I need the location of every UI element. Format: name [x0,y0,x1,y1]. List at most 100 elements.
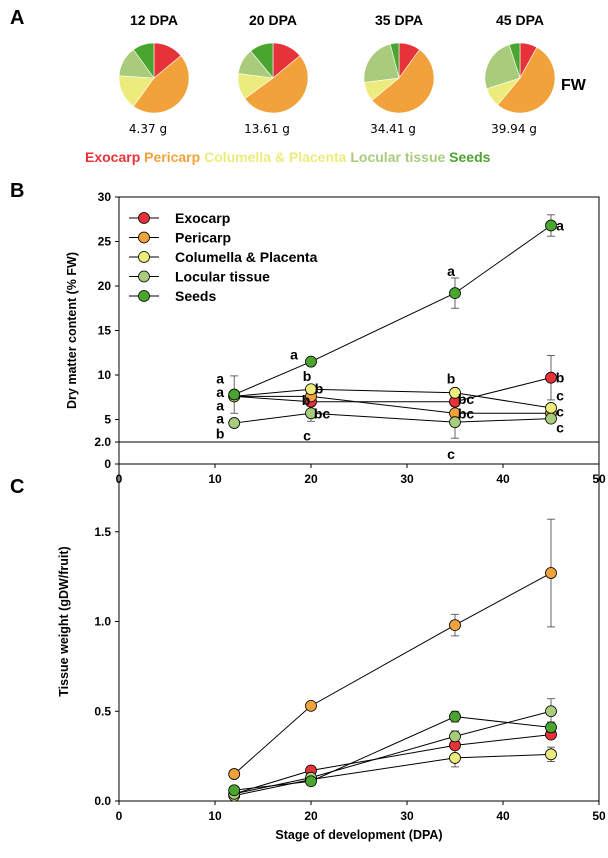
data-point [305,699,317,712]
data-point [228,768,241,780]
x-tick-label: 40 [496,472,510,486]
data-point [449,619,461,631]
pie-chart [118,42,190,114]
series-line [233,572,552,775]
significance-letter: a [290,347,298,363]
pie-slice [133,55,190,114]
data-point [305,355,317,368]
data-point [545,219,557,232]
x-tick-label: 10 [208,809,222,823]
significance-letter: c [556,403,564,419]
pie-chart [363,42,435,114]
y-tick-label: 20 [98,279,112,293]
y-axis-title: Dry matter content (% FW) [65,252,79,409]
data-point [449,730,461,743]
pie-title: 20 DPA [249,12,297,28]
data-point [545,748,557,761]
data-point [545,412,557,425]
pie-slice [508,42,521,79]
significance-letter: c [303,428,311,444]
significance-letter: b [216,426,225,442]
data-point [545,371,557,384]
data-point [449,287,461,300]
legend-a-entry: Pericarp [144,149,204,165]
legend-a-entry: Columella & Placenta [204,149,350,165]
y-tick-label: 10 [98,368,112,382]
series-line [234,377,552,403]
series-line [234,716,552,791]
legend-marker [138,270,150,283]
pie-weight-label: 4.37 g [129,122,167,136]
y-tick-label: 5 [104,413,111,427]
significance-letter: a [216,371,224,387]
data-point [305,407,317,420]
x-tick-label: 10 [208,472,222,486]
panel-letter-c: C [10,476,24,498]
legend-label: Seeds [175,288,216,304]
significance-letter: a [216,411,224,427]
series-line [234,388,552,409]
x-tick-label: 30 [400,472,414,486]
pie-slice [244,55,309,114]
data-point [449,752,461,764]
x-tick-label: 50 [592,809,606,823]
legend-label: Locular tissue [175,269,270,285]
legend-a-entry: Locular tissue [350,149,449,165]
legend-marker [138,231,150,244]
pie-slice [133,42,155,79]
x-tick-label: 40 [496,809,510,823]
significance-letter: c [556,420,564,436]
pie-slice [484,44,521,90]
y-tick-label: 0.0 [94,794,111,808]
panel-c-tissue-weight-chart: 0 10 20 30 40 50 0.0 0.5 1.0 1.5 2.0 Tissue weight … [57,435,606,842]
significance-letter: a [216,384,224,400]
significance-letter: a [216,397,224,413]
data-point [449,710,461,723]
y-tick-label: 25 [98,235,112,249]
pie-title: 12 DPA [130,12,178,28]
series-line [234,395,551,414]
data-point [228,417,241,429]
significance-letter: bc [458,405,475,421]
pie-weight-label: 39.94 g [491,122,537,136]
series-line [234,710,552,795]
x-tick-label: 0 [116,809,123,823]
significance-letter: a [447,263,455,279]
significance-letter: b [315,380,324,396]
data-point [449,416,461,429]
x-tick-label: 20 [304,472,318,486]
significance-letter: b [447,371,456,387]
significance-letter: b [556,370,565,386]
significance-letter: bc [314,405,331,421]
legend-marker [138,251,150,263]
tissue-color-legend: Exocarp Pericarp Columella & Placenta Lo… [85,149,491,165]
y-tick-label: 1.0 [94,615,111,629]
y-tick-label: 0 [104,457,111,471]
significance-letter: c [556,387,564,403]
panel-letter-a: A [10,7,24,29]
data-point [228,784,241,797]
significance-letter: bc [458,391,475,407]
pie-title: 35 DPA [375,12,423,28]
data-point [545,721,557,734]
panel-letter-b: B [10,180,24,202]
fw-label: FW [561,77,587,94]
pie-slice [389,42,400,79]
y-tick-label: 0.5 [94,704,111,718]
pie-slice [250,42,274,79]
legend-a-entry: Seeds [449,149,490,165]
plot-frame [118,441,600,802]
x-tick-label: 20 [304,809,318,823]
data-point [545,705,557,718]
x-tick-label: 30 [400,809,414,823]
y-tick-label: 15 [98,324,112,338]
pie-chart [484,42,556,114]
legend-label: Pericarp [175,230,231,246]
pie-title: 45 DPA [496,12,544,28]
legend-marker [138,212,150,224]
y-tick-label: 2.0 [94,435,111,449]
significance-letter: b [303,368,312,384]
series-line [234,412,552,424]
